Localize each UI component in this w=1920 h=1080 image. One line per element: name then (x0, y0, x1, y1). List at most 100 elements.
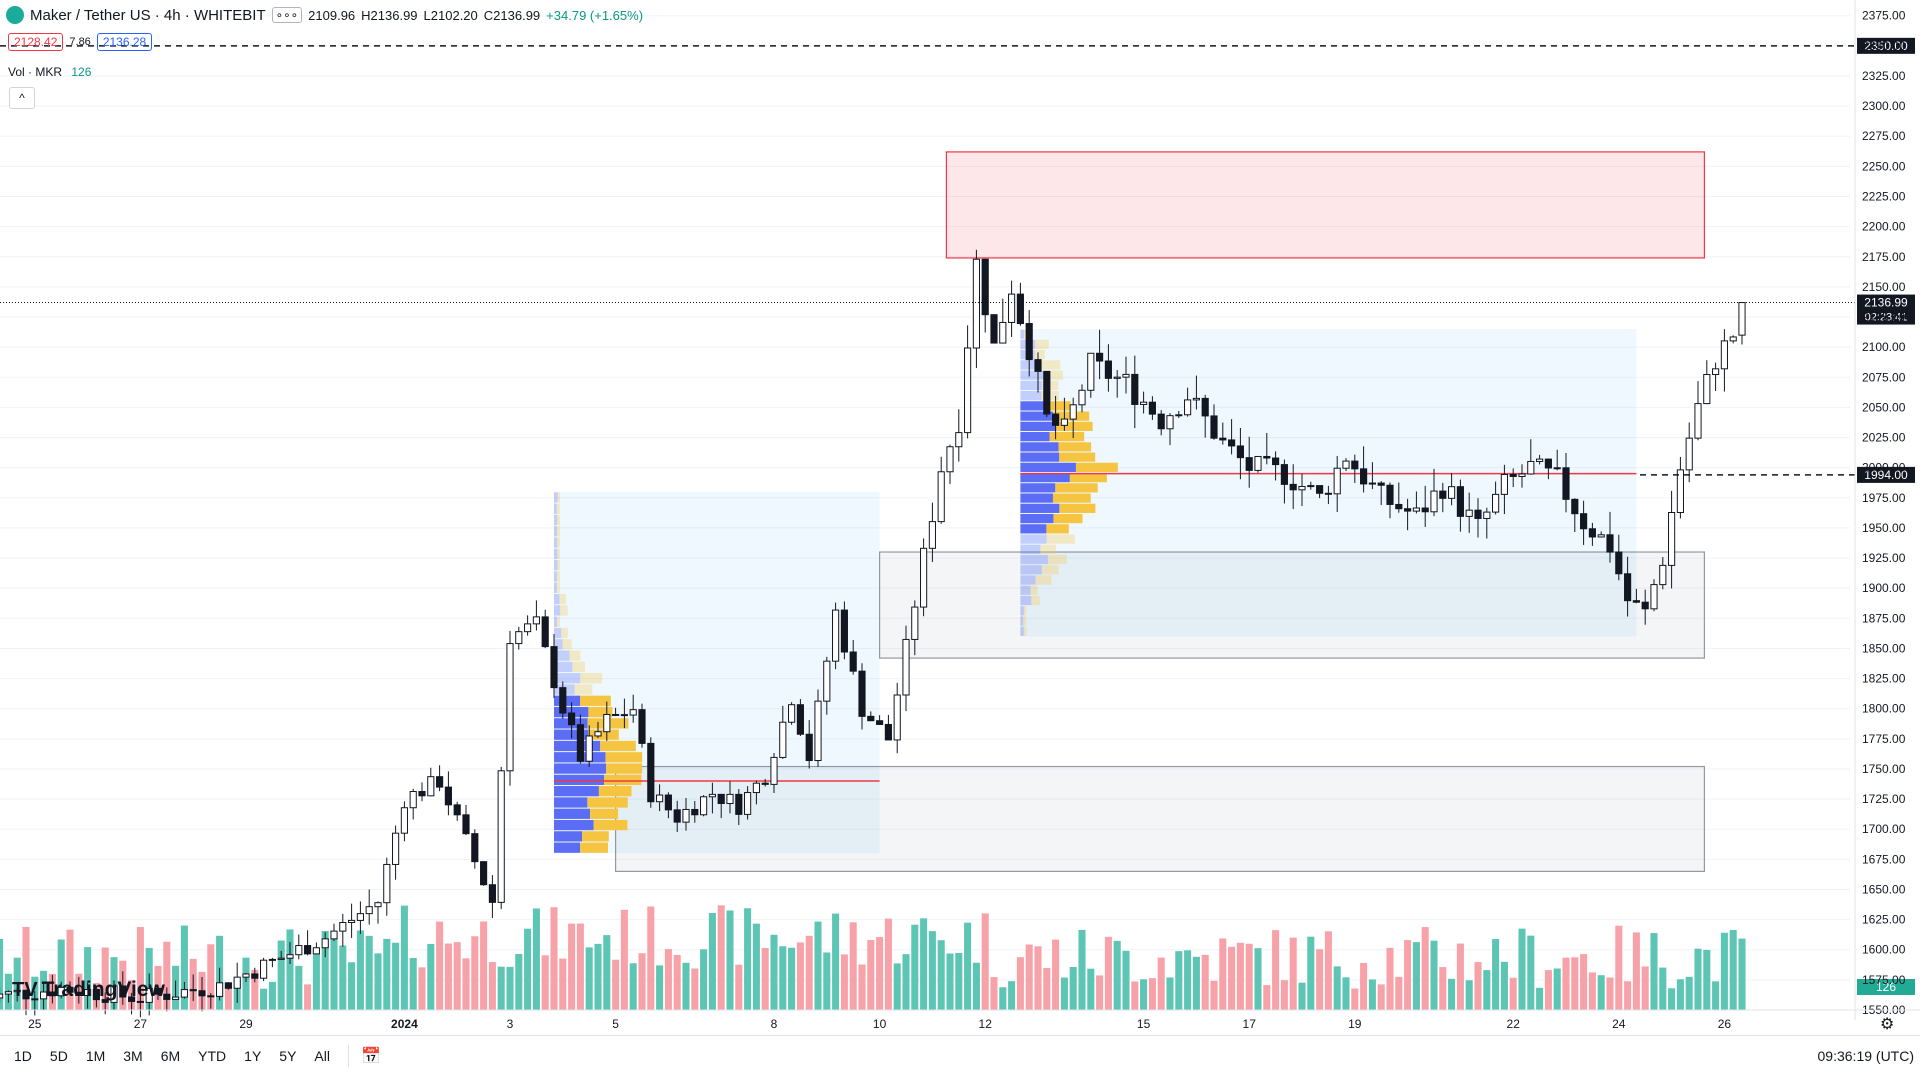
price-tick-label: 1675.00 (1862, 852, 1906, 866)
volume-tag-label: 126 (1876, 980, 1896, 994)
volume-profile-up-row (554, 639, 563, 650)
volume-profile-up-row (1020, 595, 1032, 606)
candle-down (673, 809, 681, 823)
volume-profile-down-row (569, 650, 581, 661)
candle-up (31, 998, 39, 1001)
volume-bar (1483, 970, 1491, 1010)
volume-bar (356, 930, 364, 1010)
ask-button[interactable]: 2136.28 (96, 33, 153, 51)
price-tick-label: 1950.00 (1862, 521, 1906, 535)
volume-legend-label[interactable]: Vol · MKR (8, 65, 63, 79)
candle-up (1659, 564, 1667, 586)
range-6m-button[interactable]: 6M (160, 1048, 181, 1064)
candle-up (40, 991, 48, 1000)
volume-profile-down-row (580, 673, 603, 684)
candle-down (1043, 370, 1051, 415)
symbol-title[interactable]: Maker / Tether US · 4h · WHITEBIT (30, 6, 266, 24)
candle-up (955, 432, 963, 448)
volume-bar (893, 963, 901, 1010)
range-1d-button[interactable]: 1D (14, 1048, 32, 1064)
volume-bar (57, 939, 65, 1010)
volume-bar (744, 908, 752, 1010)
time-tick-label: 17 (1243, 1017, 1257, 1031)
volume-bar (348, 962, 356, 1010)
candle-down (1025, 323, 1033, 361)
tradingview-logo[interactable]: TV TradingView (12, 978, 165, 1002)
candle-down (550, 646, 558, 689)
candle-up (1720, 340, 1728, 370)
candle-up (0, 993, 4, 999)
candle-down (1201, 397, 1209, 417)
volume-profile-up-row (554, 605, 561, 616)
price-tick-label: 1725.00 (1862, 792, 1906, 806)
volume-profile-down-row (606, 763, 643, 774)
volume-bar (1087, 968, 1095, 1010)
volume-profile-down-row (1059, 503, 1096, 513)
candle-up (700, 796, 708, 816)
candle-up (1518, 473, 1526, 477)
candle-down (568, 712, 576, 726)
time-axis[interactable]: 25 27 29 2024 3 5 8 10 12 15 17 19 22 24 26 (0, 1009, 1920, 1031)
calendar-goto-icon[interactable]: 📅 (360, 1048, 381, 1065)
range-5d-button[interactable]: 5D (49, 1048, 68, 1064)
volume-profile-up-row (1020, 565, 1042, 575)
bid-button[interactable]: 2128.42 (8, 33, 64, 51)
candle-up (999, 321, 1007, 344)
time-tick-label: 29 (239, 1017, 253, 1031)
volume-bar (260, 988, 268, 1010)
volume-bar (726, 910, 734, 1010)
volume-bar (1360, 963, 1368, 1010)
candle-down (1157, 413, 1165, 430)
volume-bar (1624, 981, 1632, 1010)
volume-profile-down-row (582, 831, 609, 842)
candle-up (1553, 467, 1561, 470)
utc-clock[interactable]: 09:36:19 (UTC) (1817, 1048, 1914, 1064)
volume-bar (1175, 951, 1183, 1010)
range-1y-button[interactable]: 1Y (244, 1048, 262, 1064)
volume-profile-down-row (1069, 472, 1107, 483)
candle-up (1166, 415, 1174, 430)
price-axis[interactable]: 1550.001575.001600.001625.001650.001675.… (1854, 0, 1906, 1020)
candle-up (409, 791, 417, 809)
gear-icon[interactable]: ⚙ (1880, 1016, 1895, 1033)
candle-down (436, 776, 444, 788)
candle-down (48, 991, 56, 997)
volume-bar (576, 923, 584, 1010)
volume-bar (541, 955, 549, 1010)
candle-up (1712, 368, 1720, 376)
collapse-legend-button[interactable]: ^ (9, 87, 35, 109)
candle-up (427, 776, 435, 797)
range-ytd-button[interactable]: YTD (198, 1048, 227, 1064)
candle-up (1527, 460, 1535, 475)
range-5y-button[interactable]: 5Y (279, 1048, 297, 1064)
candle-up (1069, 404, 1077, 420)
candle-down (453, 804, 461, 816)
range-3m-button[interactable]: 3M (123, 1048, 143, 1064)
volume-bar (1219, 938, 1227, 1010)
candle-up (172, 996, 180, 1000)
price-tick-label: 1775.00 (1862, 732, 1906, 746)
range-1m-button[interactable]: 1M (85, 1048, 106, 1064)
volume-bar (788, 947, 796, 1010)
volume-bar (1580, 954, 1588, 1010)
volume-bar (585, 947, 593, 1010)
volume-legend-value: 126 (71, 65, 92, 79)
zone-support-upper (878, 551, 1705, 659)
price-tag-label: 2350.00 (1864, 39, 1908, 53)
volume-profile-down-row (557, 548, 560, 560)
candle-up (524, 623, 532, 633)
candle-up (348, 919, 356, 924)
volume-profile-up-row (554, 819, 594, 831)
candle-up (585, 735, 593, 762)
volume-bar (999, 987, 1007, 1010)
volume-profile-up-row (554, 503, 557, 514)
volume-bar (286, 929, 294, 1010)
volume-bar (664, 949, 672, 1010)
range-all-button[interactable]: All (314, 1048, 330, 1064)
more-options-button[interactable]: ∘∘∘ (271, 7, 303, 23)
candle-down (1386, 484, 1394, 505)
volume-profile-down-row (1059, 452, 1096, 462)
candle-up (321, 938, 329, 949)
volume-bar (1263, 985, 1271, 1010)
